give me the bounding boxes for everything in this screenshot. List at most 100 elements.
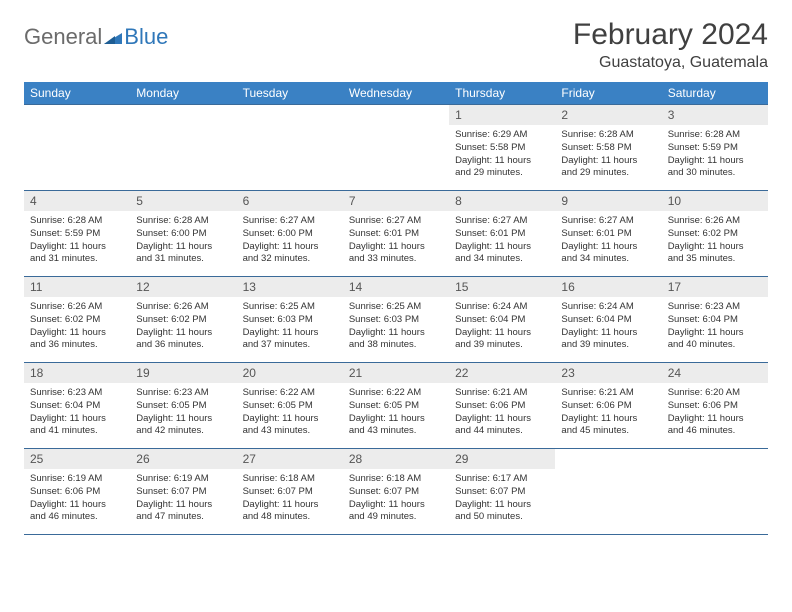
- calendar-cell: 14Sunrise: 6:25 AMSunset: 6:03 PMDayligh…: [343, 277, 449, 363]
- calendar-table: Sunday Monday Tuesday Wednesday Thursday…: [24, 82, 768, 535]
- sunrise-text: Sunrise: 6:18 AM: [243, 473, 337, 486]
- month-title: February 2024: [573, 18, 768, 52]
- daylight-text: Daylight: 11 hours and 31 minutes.: [30, 241, 124, 267]
- sunset-text: Sunset: 6:01 PM: [455, 228, 549, 241]
- day-details: Sunrise: 6:27 AMSunset: 6:01 PMDaylight:…: [343, 211, 449, 268]
- day-number: 2: [555, 105, 661, 125]
- calendar-cell: [662, 449, 768, 535]
- day-number: [343, 105, 449, 123]
- sunrise-text: Sunrise: 6:22 AM: [349, 387, 443, 400]
- calendar-cell: 29Sunrise: 6:17 AMSunset: 6:07 PMDayligh…: [449, 449, 555, 535]
- day-number: [130, 105, 236, 123]
- daylight-text: Daylight: 11 hours and 38 minutes.: [349, 327, 443, 353]
- day-details: Sunrise: 6:22 AMSunset: 6:05 PMDaylight:…: [237, 383, 343, 440]
- sunset-text: Sunset: 6:02 PM: [136, 314, 230, 327]
- dow-sunday: Sunday: [24, 82, 130, 105]
- day-number: 11: [24, 277, 130, 297]
- header: General Blue February 2024 Guastatoya, G…: [24, 18, 768, 72]
- day-details: Sunrise: 6:23 AMSunset: 6:05 PMDaylight:…: [130, 383, 236, 440]
- day-details: Sunrise: 6:19 AMSunset: 6:07 PMDaylight:…: [130, 469, 236, 526]
- sunset-text: Sunset: 6:07 PM: [243, 486, 337, 499]
- daylight-text: Daylight: 11 hours and 29 minutes.: [455, 155, 549, 181]
- day-number: 20: [237, 363, 343, 383]
- sunset-text: Sunset: 6:07 PM: [349, 486, 443, 499]
- sunrise-text: Sunrise: 6:25 AM: [243, 301, 337, 314]
- calendar-cell: 13Sunrise: 6:25 AMSunset: 6:03 PMDayligh…: [237, 277, 343, 363]
- day-number: 14: [343, 277, 449, 297]
- day-number: 16: [555, 277, 661, 297]
- dow-tuesday: Tuesday: [237, 82, 343, 105]
- sunset-text: Sunset: 5:59 PM: [30, 228, 124, 241]
- daylight-text: Daylight: 11 hours and 39 minutes.: [561, 327, 655, 353]
- sunset-text: Sunset: 6:01 PM: [561, 228, 655, 241]
- daylight-text: Daylight: 11 hours and 46 minutes.: [668, 413, 762, 439]
- sunrise-text: Sunrise: 6:19 AM: [30, 473, 124, 486]
- daylight-text: Daylight: 11 hours and 34 minutes.: [455, 241, 549, 267]
- sunrise-text: Sunrise: 6:27 AM: [455, 215, 549, 228]
- day-number: 8: [449, 191, 555, 211]
- day-number: 22: [449, 363, 555, 383]
- day-details: Sunrise: 6:24 AMSunset: 6:04 PMDaylight:…: [555, 297, 661, 354]
- day-number: 17: [662, 277, 768, 297]
- calendar-row: 4Sunrise: 6:28 AMSunset: 5:59 PMDaylight…: [24, 191, 768, 277]
- sunrise-text: Sunrise: 6:18 AM: [349, 473, 443, 486]
- day-number: 10: [662, 191, 768, 211]
- calendar-row: 11Sunrise: 6:26 AMSunset: 6:02 PMDayligh…: [24, 277, 768, 363]
- day-details: Sunrise: 6:23 AMSunset: 6:04 PMDaylight:…: [662, 297, 768, 354]
- calendar-cell: [237, 105, 343, 191]
- day-number: 18: [24, 363, 130, 383]
- calendar-row: 18 Sunrise: 6:23 AM Sunset: 6:04 PM Dayligh…: [24, 363, 768, 449]
- calendar-row: 1Sunrise: 6:29 AMSunset: 5:58 PMDaylight…: [24, 105, 768, 191]
- day-details: Sunrise: 6:28 AMSunset: 5:59 PMDaylight:…: [24, 211, 130, 268]
- sunset-text: Sunset: 5:58 PM: [561, 142, 655, 155]
- daylight-text: Daylight: 11 hours and 35 minutes.: [668, 241, 762, 267]
- calendar-cell: 21Sunrise: 6:22 AMSunset: 6:05 PMDayligh…: [343, 363, 449, 449]
- logo-text-general: General: [24, 24, 102, 50]
- location: Guastatoya, Guatemala: [573, 54, 768, 72]
- day-details: Sunrise: 6:25 AMSunset: 6:03 PMDaylight:…: [237, 297, 343, 354]
- sunset-text: Sunset: 5:58 PM: [455, 142, 549, 155]
- logo-text-blue: Blue: [124, 24, 168, 50]
- day-number: 3: [662, 105, 768, 125]
- day-details: Sunrise: 6:21 AMSunset: 6:06 PMDaylight:…: [449, 383, 555, 440]
- sunrise-text: Sunrise: 6:28 AM: [668, 129, 762, 142]
- sunrise-text: Sunrise: 6:19 AM: [136, 473, 230, 486]
- day-details: Sunrise: 6:18 AMSunset: 6:07 PMDaylight:…: [237, 469, 343, 526]
- daylight-text: Daylight: 11 hours and 39 minutes.: [455, 327, 549, 353]
- day-details: Sunrise: 6:26 AMSunset: 6:02 PMDaylight:…: [24, 297, 130, 354]
- sunrise-text: Sunrise: 6:21 AM: [561, 387, 655, 400]
- sunset-text: Sunset: 6:03 PM: [243, 314, 337, 327]
- calendar-cell: 6Sunrise: 6:27 AMSunset: 6:00 PMDaylight…: [237, 191, 343, 277]
- day-details: Sunrise: 6:20 AMSunset: 6:06 PMDaylight:…: [662, 383, 768, 440]
- calendar-cell: 24Sunrise: 6:20 AMSunset: 6:06 PMDayligh…: [662, 363, 768, 449]
- sunrise-text: Sunrise: 6:24 AM: [561, 301, 655, 314]
- calendar-cell: 5Sunrise: 6:28 AMSunset: 6:00 PMDaylight…: [130, 191, 236, 277]
- sunset-text: Sunset: 5:59 PM: [668, 142, 762, 155]
- dow-wednesday: Wednesday: [343, 82, 449, 105]
- sunrise-text: Sunrise: 6:26 AM: [30, 301, 124, 314]
- sunset-text: Sunset: 6:04 PM: [30, 400, 124, 413]
- sunrise-text: Sunrise: 6:28 AM: [561, 129, 655, 142]
- day-number: 6: [237, 191, 343, 211]
- sunset-text: Sunset: 6:05 PM: [136, 400, 230, 413]
- day-details: Sunrise: 6:26 AMSunset: 6:02 PMDaylight:…: [130, 297, 236, 354]
- calendar-cell: 16Sunrise: 6:24 AMSunset: 6:04 PMDayligh…: [555, 277, 661, 363]
- daylight-text: Daylight: 11 hours and 34 minutes.: [561, 241, 655, 267]
- day-details: Sunrise: 6:24 AMSunset: 6:04 PMDaylight:…: [449, 297, 555, 354]
- day-details: Sunrise: 6:25 AMSunset: 6:03 PMDaylight:…: [343, 297, 449, 354]
- day-number: [24, 105, 130, 123]
- sunrise-text: Sunrise: 6:27 AM: [561, 215, 655, 228]
- calendar-cell: 19Sunrise: 6:23 AMSunset: 6:05 PMDayligh…: [130, 363, 236, 449]
- calendar-cell: [343, 105, 449, 191]
- sunset-text: Sunset: 6:06 PM: [668, 400, 762, 413]
- sunrise-text: Sunrise: 6:20 AM: [668, 387, 762, 400]
- day-details: Sunrise: 6:17 AMSunset: 6:07 PMDaylight:…: [449, 469, 555, 526]
- sunrise-text: Sunrise: 6:22 AM: [243, 387, 337, 400]
- daylight-text: Daylight: 11 hours and 46 minutes.: [30, 499, 124, 525]
- sunset-text: Sunset: 6:01 PM: [349, 228, 443, 241]
- day-number: [662, 449, 768, 467]
- calendar-cell: 20Sunrise: 6:22 AMSunset: 6:05 PMDayligh…: [237, 363, 343, 449]
- sunrise-text: Sunrise: 6:27 AM: [349, 215, 443, 228]
- day-details: Sunrise: 6:28 AMSunset: 6:00 PMDaylight:…: [130, 211, 236, 268]
- sunrise-text: Sunrise: 6:23 AM: [136, 387, 230, 400]
